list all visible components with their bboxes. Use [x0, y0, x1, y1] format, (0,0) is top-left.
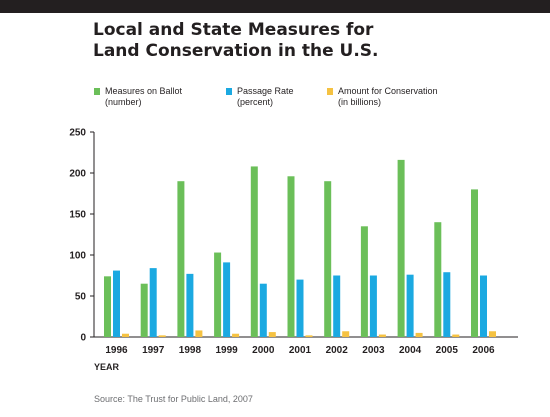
bar-amount-for-conservation-2004 [415, 332, 423, 337]
legend-unit-amount: (in billions) [338, 97, 382, 107]
bar-amount-for-conservation-2001 [305, 335, 313, 337]
x-tick-label: 1999 [215, 345, 238, 356]
x-tick-label: 2005 [436, 345, 459, 356]
x-tick-label: 1996 [105, 345, 128, 356]
bar-measures-on-ballot-2006 [471, 189, 478, 337]
bar-passage-rate-2005 [443, 272, 451, 337]
y-tick-label: 0 [80, 333, 86, 344]
source-note: Source: The Trust for Public Land, 2007 [94, 394, 253, 404]
bar-measures-on-ballot-1997 [140, 283, 148, 337]
legend-unit-measures: (number) [105, 97, 142, 107]
bar-measures-on-ballot-2001 [287, 176, 295, 337]
legend-swatch-measures [94, 88, 100, 95]
x-axis-label: YEAR [94, 362, 120, 372]
chart-title: Local and State Measures for Land Conser… [93, 20, 513, 62]
bar-passage-rate-1996 [113, 270, 120, 337]
bar-passage-rate-2003 [369, 275, 377, 337]
bar-amount-for-conservation-2003 [378, 334, 386, 337]
y-tick-label: 250 [69, 128, 86, 139]
chart-title-line2: Land Conservation in the U.S. [93, 41, 379, 61]
bar-amount-for-conservation-2000 [268, 332, 276, 337]
bar-measures-on-ballot-2004 [397, 159, 405, 337]
chart-legend: Measures on Ballot (number) Passage Rate… [0, 86, 550, 116]
x-tick-label: 1997 [142, 345, 165, 356]
bar-amount-for-conservation-1999 [232, 333, 240, 337]
y-tick-label: 100 [69, 251, 86, 262]
bar-passage-rate-1999 [223, 262, 231, 337]
bar-passage-rate-2001 [296, 279, 304, 337]
bar-measures-on-ballot-1998 [177, 181, 185, 337]
bar-amount-for-conservation-1997 [158, 335, 166, 337]
x-tick-label: 2001 [289, 345, 312, 356]
legend-swatch-passage-rate [226, 88, 232, 95]
bar-measures-on-ballot-2005 [434, 222, 442, 337]
bar-amount-for-conservation-2006 [489, 331, 496, 337]
bar-measures-on-ballot-1996 [104, 276, 111, 337]
x-tick-label: 2004 [399, 345, 422, 356]
bar-amount-for-conservation-2005 [452, 334, 460, 337]
bar-passage-rate-2000 [259, 283, 267, 337]
legend-swatch-amount [327, 88, 333, 95]
bar-passage-rate-1997 [149, 268, 157, 337]
bar-measures-on-ballot-2003 [360, 226, 368, 337]
y-tick-label: 50 [75, 292, 87, 303]
bar-amount-for-conservation-1998 [195, 330, 203, 337]
legend-label-passage-rate: Passage Rate [237, 86, 294, 96]
x-tick-label: 1998 [179, 345, 202, 356]
bar-measures-on-ballot-2000 [250, 166, 258, 337]
bar-passage-rate-2002 [333, 275, 341, 337]
bar-amount-for-conservation-1996 [122, 333, 129, 337]
bar-measures-on-ballot-1999 [214, 252, 222, 337]
x-tick-label: 2002 [326, 345, 349, 356]
x-tick-label: 2006 [472, 345, 495, 356]
y-tick-label: 150 [69, 210, 86, 221]
top-bar [0, 0, 550, 13]
x-tick-label: 2000 [252, 345, 275, 356]
chart-title-line1: Local and State Measures for [93, 20, 374, 40]
x-tick-label: 2003 [362, 345, 385, 356]
bar-passage-rate-2006 [480, 275, 487, 337]
legend-unit-passage-rate: (percent) [237, 97, 274, 107]
bar-passage-rate-1998 [186, 273, 194, 337]
bar-passage-rate-2004 [406, 274, 414, 337]
legend-label-measures: Measures on Ballot [105, 86, 183, 96]
y-tick-label: 200 [69, 169, 86, 180]
bar-amount-for-conservation-2002 [342, 331, 350, 337]
legend-label-amount: Amount for Conservation [338, 86, 438, 96]
bar-measures-on-ballot-2002 [324, 181, 332, 337]
